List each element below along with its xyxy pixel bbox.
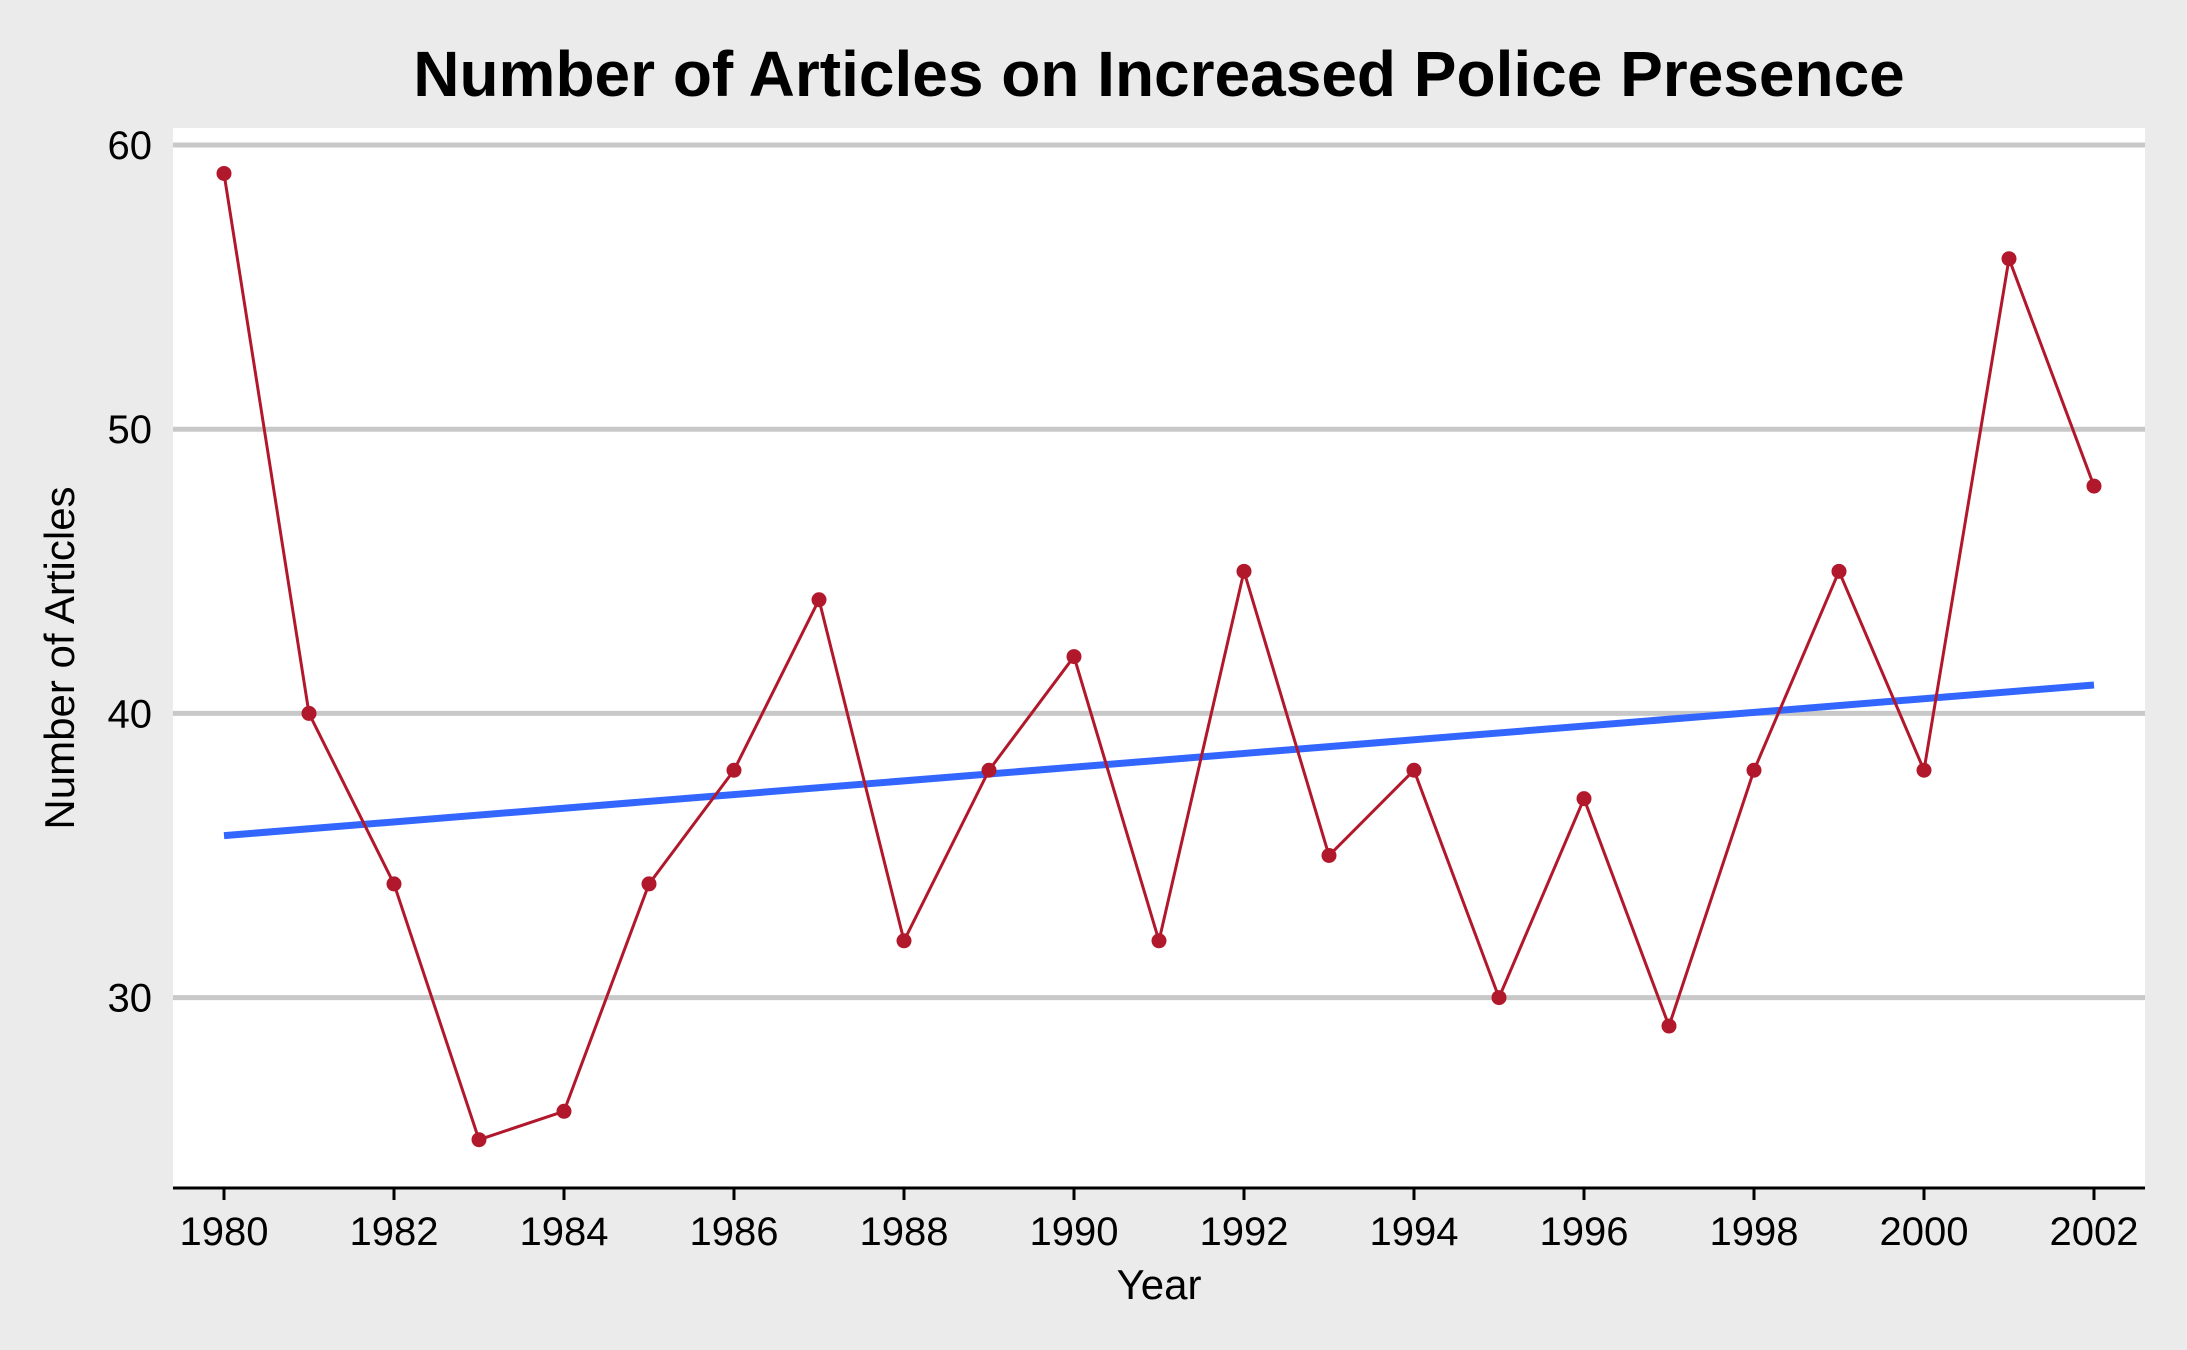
data-point <box>811 592 827 608</box>
data-point <box>216 165 232 181</box>
x-tick-label: 1988 <box>860 1210 949 1254</box>
data-point <box>556 1103 572 1119</box>
data-point <box>726 762 742 778</box>
x-tick-label: 1986 <box>690 1210 779 1254</box>
data-point <box>1661 1018 1677 1034</box>
data-point <box>1236 563 1252 579</box>
x-tick-label: 2000 <box>1880 1210 1969 1254</box>
data-point <box>301 705 317 721</box>
data-point <box>2086 478 2102 494</box>
y-axis-label: Number of Articles <box>36 486 83 829</box>
data-point <box>386 876 402 892</box>
data-point <box>1746 762 1762 778</box>
y-tick-label: 60 <box>108 124 153 168</box>
trend-layer <box>223 681 2095 840</box>
data-point <box>1491 990 1507 1006</box>
x-tick-label: 2002 <box>2050 1210 2139 1254</box>
data-point <box>641 876 657 892</box>
data-point <box>896 933 912 949</box>
x-tick-label: 1980 <box>180 1210 269 1254</box>
x-tick-label: 1984 <box>520 1210 609 1254</box>
x-tick-label: 1996 <box>1540 1210 1629 1254</box>
x-tick-label: 1982 <box>350 1210 439 1254</box>
gridlines <box>173 142 2145 1001</box>
data-point <box>471 1132 487 1148</box>
data-point <box>2001 251 2017 267</box>
data-point <box>1151 933 1167 949</box>
data-point <box>1321 848 1337 864</box>
series-layer <box>216 165 2102 1148</box>
x-tick-label: 1998 <box>1710 1210 1799 1254</box>
x-tick-label: 1994 <box>1370 1210 1459 1254</box>
trend-line <box>223 681 2095 840</box>
data-point <box>1576 791 1592 807</box>
axes: 30 40 50 60 1980 1982 1984 1986 1988 1990 1992 1994… <box>108 124 2145 1254</box>
y-tick-label: 40 <box>108 692 153 736</box>
chart-title: Number of Articles on Increased Police P… <box>413 38 1905 110</box>
x-axis-label: Year <box>1117 1261 1202 1308</box>
plot-panel <box>173 128 2145 1188</box>
data-point <box>1831 563 1847 579</box>
x-tick-label: 1992 <box>1200 1210 1289 1254</box>
data-point <box>981 762 997 778</box>
data-point <box>1916 762 1932 778</box>
data-point <box>1406 762 1422 778</box>
y-tick-label: 50 <box>108 408 153 452</box>
y-tick-label: 30 <box>108 977 153 1021</box>
x-tick-label: 1990 <box>1030 1210 1119 1254</box>
data-point <box>1066 649 1082 665</box>
